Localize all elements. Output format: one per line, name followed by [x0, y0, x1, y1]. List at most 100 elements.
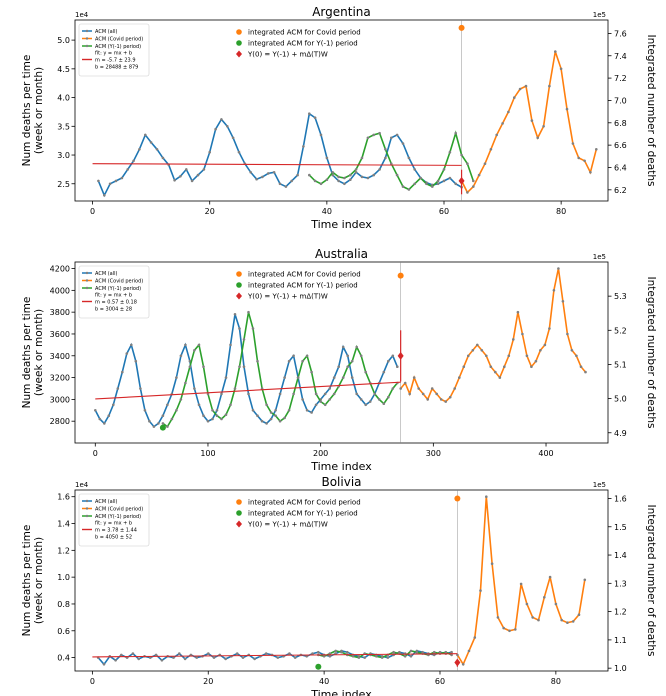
y-tick-label: 1.6	[57, 493, 70, 502]
data-point	[269, 417, 273, 421]
data-point	[323, 392, 327, 396]
data-point	[224, 657, 227, 661]
y-tick-label: 1.0	[57, 573, 70, 582]
data-point	[238, 365, 241, 369]
data-point	[524, 84, 528, 88]
data-point	[255, 177, 258, 181]
x-tick-label: 0	[90, 207, 95, 216]
data-point	[331, 173, 335, 177]
plot-frame	[74, 19, 609, 202]
y-axis-label-line: (week or month)	[33, 67, 45, 154]
legend-swatch-marker	[85, 29, 89, 33]
legend-swatch-marker	[85, 37, 89, 40]
y-tick-label: 3600	[50, 330, 70, 339]
data-point	[211, 417, 214, 421]
data-point	[190, 179, 194, 183]
data-point	[530, 365, 533, 369]
legend-label: ACM (Covid period)	[95, 507, 143, 513]
data-point	[471, 349, 475, 352]
data-point	[155, 148, 159, 151]
plot-frame	[74, 261, 609, 444]
data-point	[343, 176, 346, 180]
x-tick-label: 400	[538, 449, 553, 458]
series-line	[460, 51, 598, 194]
data-point	[296, 173, 299, 177]
y2-axis-label: Integrated number of deaths	[645, 505, 657, 657]
data-point	[359, 398, 363, 401]
legend-box	[78, 23, 150, 77]
x-tick-label: 80	[556, 207, 566, 216]
legend2-marker	[236, 499, 242, 505]
data-point	[395, 133, 399, 137]
data-point	[125, 352, 129, 355]
data-point	[485, 354, 488, 358]
data-point	[116, 387, 120, 390]
legend-label: b = 28488 ± 879	[95, 65, 138, 71]
data-point	[179, 398, 183, 401]
y2-tick-label: 1.2	[614, 608, 627, 617]
data-point	[139, 387, 142, 390]
data-point	[577, 156, 580, 160]
chart-title: Bolivia	[321, 475, 361, 489]
data-point	[407, 188, 411, 191]
data-point	[390, 136, 393, 140]
data-point	[193, 349, 196, 352]
data-point	[432, 650, 436, 654]
data-point	[450, 650, 453, 654]
data-point	[242, 365, 246, 369]
data-point	[444, 400, 448, 403]
data-point	[436, 179, 440, 183]
data-point	[323, 403, 327, 407]
legend2-marker	[236, 282, 242, 288]
data-point	[479, 589, 482, 592]
data-point	[179, 354, 183, 358]
legend2-label: integrated ACM for Y(-1) period	[248, 510, 358, 518]
data-point	[184, 343, 187, 347]
y2-exponent-label: 1e5	[593, 11, 606, 19]
data-point	[485, 495, 488, 499]
data-point	[431, 185, 434, 188]
data-point	[375, 655, 378, 658]
data-point	[543, 596, 546, 599]
data-point	[395, 173, 399, 177]
data-point	[579, 365, 583, 369]
data-point	[98, 417, 102, 421]
data-point	[419, 176, 422, 180]
data-point	[439, 398, 443, 401]
y-axis-label-line: (week or month)	[33, 309, 45, 396]
data-point	[195, 656, 198, 659]
data-point	[256, 414, 259, 418]
data-point	[421, 392, 425, 396]
data-point	[390, 162, 393, 165]
data-point	[426, 398, 430, 401]
data-point	[161, 422, 165, 425]
legend-label: ACM (Y(-1) period)	[95, 514, 141, 520]
data-point	[325, 178, 329, 181]
data-point	[396, 365, 399, 369]
data-point	[188, 365, 192, 369]
data-point	[249, 171, 252, 174]
data-point	[373, 392, 377, 396]
data-point	[350, 376, 354, 379]
y-tick-label: 0.4	[57, 654, 70, 663]
y-tick-label: 3200	[50, 374, 70, 383]
data-point	[278, 419, 282, 423]
legend2-marker	[236, 40, 242, 46]
data-point	[498, 376, 502, 379]
data-point	[193, 387, 196, 390]
data-point	[444, 650, 448, 654]
data-point	[296, 376, 300, 379]
data-point	[382, 370, 386, 374]
data-point	[536, 136, 539, 140]
data-point	[583, 578, 587, 582]
legend2-marker	[236, 50, 242, 58]
data-point	[442, 168, 446, 171]
data-point	[207, 652, 210, 655]
data-point	[448, 176, 452, 180]
y-axis-label: Num deaths per time(week or month)	[21, 55, 45, 167]
data-point	[575, 354, 578, 358]
data-point	[287, 359, 291, 363]
data-point	[293, 656, 297, 659]
data-point	[311, 652, 314, 655]
data-point	[328, 652, 332, 655]
